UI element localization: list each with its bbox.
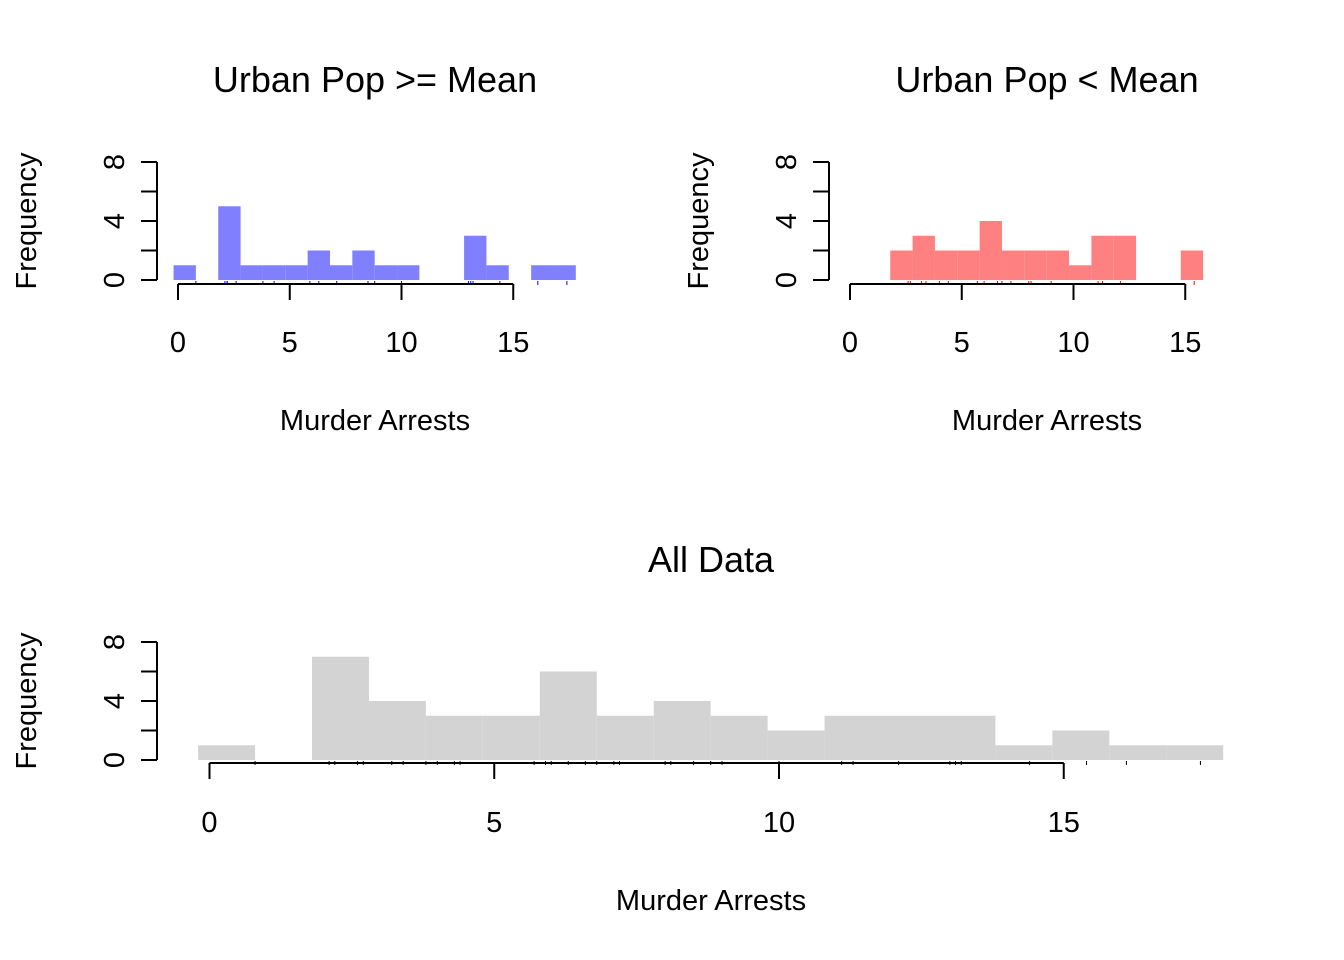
y-axis: 0 4 8 (99, 634, 158, 768)
histogram-bar (995, 745, 1053, 760)
y-axis-label: Frequency (11, 152, 43, 290)
histogram-bar (938, 715, 996, 760)
histogram-bar (173, 265, 196, 280)
histogram-bar (397, 265, 420, 280)
bars-group (173, 206, 576, 280)
histogram-bar (881, 715, 939, 760)
histogram-bar (262, 265, 286, 280)
histogram-bar (539, 671, 597, 760)
panel-title: All Data (648, 539, 775, 580)
histogram-bar (1180, 250, 1204, 280)
y-tick-label: 8 (99, 634, 131, 650)
histogram-bar (934, 250, 958, 280)
histogram-bar (957, 250, 980, 280)
y-tick-label: 0 (99, 752, 131, 768)
y-axis-label: Frequency (11, 632, 43, 770)
panel-title: Urban Pop >= Mean (213, 59, 537, 100)
x-axis: 0 5 10 15 (170, 283, 529, 359)
histogram-bar (824, 715, 882, 760)
x-axis-label: Murder Arrests (616, 885, 806, 917)
panel-urban-pop-high: Urban Pop >= Mean Murder Arrests Frequen… (11, 59, 576, 437)
x-tick-label: 15 (1048, 807, 1080, 839)
x-tick-label: 5 (954, 327, 970, 359)
bars-group (198, 656, 1224, 760)
histogram-bar (1091, 235, 1114, 280)
histogram-bar (482, 715, 540, 760)
histogram-bar (890, 250, 913, 280)
histogram-bar (307, 250, 330, 280)
x-axis: 0 5 10 15 (201, 762, 1080, 839)
y-tick-label: 8 (771, 154, 803, 170)
histogram-bar (531, 265, 554, 280)
histogram-bar (710, 715, 768, 760)
x-axis-label: Murder Arrests (952, 405, 1142, 437)
histogram-bar (218, 206, 241, 280)
x-tick-label: 0 (170, 327, 186, 359)
y-tick-label: 4 (99, 213, 131, 229)
x-tick-label: 15 (1169, 327, 1201, 359)
x-axis: 0 5 10 15 (842, 283, 1201, 359)
y-axis: 0 4 8 (99, 154, 158, 288)
histogram-bar (374, 265, 398, 280)
histogram-bar (1046, 250, 1070, 280)
histogram-bar (464, 235, 487, 280)
y-tick-label: 8 (99, 154, 131, 170)
histogram-bar (1024, 250, 1047, 280)
histogram-bar (240, 265, 263, 280)
histogram-bar (1052, 730, 1110, 760)
y-axis-label: Frequency (683, 152, 715, 290)
histogram-bar (312, 656, 369, 760)
histogram-bar (553, 265, 576, 280)
histogram-bar (596, 715, 654, 760)
histogram-bar (198, 745, 256, 760)
x-tick-label: 0 (842, 327, 858, 359)
histogram-bar (912, 235, 935, 280)
y-tick-label: 4 (771, 213, 803, 229)
y-tick-label: 0 (771, 272, 803, 288)
histogram-bar (979, 221, 1002, 280)
histogram-bar (1166, 745, 1224, 760)
y-tick-label: 0 (99, 272, 131, 288)
x-tick-label: 15 (497, 327, 529, 359)
y-axis: 0 4 8 (771, 154, 830, 288)
histogram-bar (329, 265, 353, 280)
x-tick-label: 10 (385, 327, 417, 359)
panel-urban-pop-low: Urban Pop < Mean Murder Arrests Frequenc… (683, 59, 1204, 437)
x-tick-label: 5 (282, 327, 298, 359)
histogram-bar (486, 265, 509, 280)
x-axis-label: Murder Arrests (280, 405, 470, 437)
histogram-bar (285, 265, 308, 280)
histogram-bar (653, 701, 711, 760)
y-tick-label: 4 (99, 693, 131, 709)
histogram-bar (425, 715, 483, 760)
histogram-bar (368, 701, 426, 760)
histogram-bar (767, 730, 825, 760)
x-tick-label: 0 (201, 807, 217, 839)
histogram-bar (1069, 265, 1092, 280)
histogram-bar (1113, 235, 1137, 280)
histogram-bar (1001, 250, 1025, 280)
x-tick-label: 10 (763, 807, 795, 839)
panel-all-data: All Data Murder Arrests Frequency 0 5 10 15… (11, 539, 1224, 917)
x-tick-label: 5 (486, 807, 502, 839)
histogram-bar (1109, 745, 1167, 760)
bars-group (890, 221, 1204, 280)
panel-title: Urban Pop < Mean (895, 59, 1198, 100)
histogram-bar (352, 250, 375, 280)
x-tick-label: 10 (1057, 327, 1089, 359)
